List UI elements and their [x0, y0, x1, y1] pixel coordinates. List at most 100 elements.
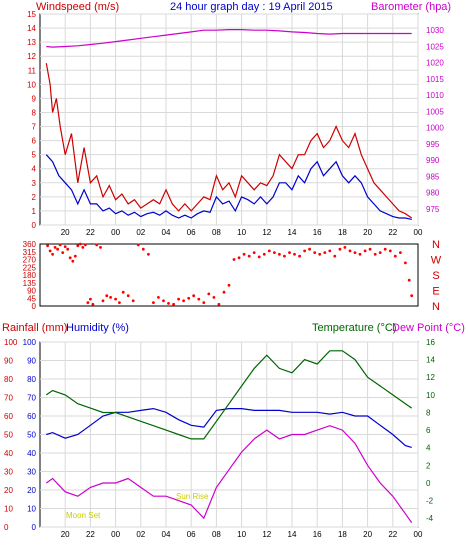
wind-direction-point	[73, 254, 77, 258]
wind-direction-point	[136, 243, 140, 247]
sun-rise-annotation: Sun Rise	[176, 492, 209, 501]
rainfall-tick-label: 0	[4, 523, 9, 532]
temp-x-tick-label: 06	[187, 530, 196, 539]
temp-x-tick-label: 16	[313, 530, 322, 539]
humidity-tick-label: 80	[27, 375, 36, 384]
wind-direction-point	[293, 252, 296, 256]
wind-direction-point	[288, 251, 291, 255]
wind-direction-point	[358, 252, 362, 256]
wind-direction-point	[378, 251, 382, 255]
windspeed-axis-label: Windspeed (m/s)	[36, 1, 119, 13]
wind-x-tick-label: 18	[338, 228, 347, 237]
wind-direction-point	[333, 254, 337, 258]
windspeed-tick-label: 2	[32, 193, 37, 202]
wind-direction-point	[95, 243, 99, 247]
wind-x-tick-label: 06	[187, 228, 196, 237]
wind-direction-point	[46, 244, 49, 248]
wind-x-tick-label: 02	[136, 228, 145, 237]
windspeed-series-line	[45, 63, 413, 219]
rainfall-tick-label: 90	[4, 357, 13, 366]
direction-tick-label: 0	[32, 302, 37, 311]
barometer-tick-label: 995	[426, 140, 440, 149]
humidity-tick-label: 30	[27, 468, 36, 477]
wind-direction-point	[373, 252, 377, 256]
wind-x-tick-label: 22	[86, 228, 95, 237]
wind-direction-point	[404, 261, 407, 265]
humidity-series-line	[46, 407, 412, 448]
direction-tick-label: 45	[27, 294, 36, 303]
humidity-tick-label: 0	[32, 523, 37, 532]
wind-direction-point	[283, 254, 286, 258]
windspeed-tick-label: 11	[28, 66, 37, 75]
wind-direction-point	[298, 254, 301, 258]
wind-direction-point	[308, 247, 311, 251]
wind-direction-point	[167, 302, 170, 305]
wind-direction-point	[89, 297, 92, 301]
temperature-tick-label: 4	[426, 444, 431, 453]
wind-x-tick-label: 10	[237, 228, 246, 237]
wind-direction-point	[48, 249, 52, 253]
rainfall-axis-label: Rainfall (mm)	[2, 322, 67, 334]
rainfall-tick-label: 10	[4, 505, 13, 514]
windspeed-tick-label: 0	[32, 221, 37, 230]
wind-direction-point	[353, 251, 357, 255]
temp-x-tick-label: 00	[414, 530, 423, 539]
wind-direction-point	[76, 244, 80, 248]
compass-label: W	[431, 255, 442, 267]
wind-direction-point	[257, 255, 261, 259]
humidity-tick-label: 10	[27, 505, 36, 514]
barometer-tick-label: 985	[426, 172, 440, 181]
temp-x-tick-label: 02	[136, 530, 145, 539]
barometer-series-line	[46, 29, 412, 48]
humidity-tick-label: 70	[27, 394, 36, 403]
temperature-tick-label: 8	[426, 408, 431, 417]
wind-direction-point	[71, 259, 75, 263]
temperature-tick-label: 10	[426, 391, 435, 400]
wind-direction-point	[187, 296, 191, 300]
barometer-tick-label: 1000	[426, 124, 444, 133]
wind-direction-point	[313, 251, 317, 255]
wind-direction-point	[61, 251, 65, 255]
wind-direction-point	[152, 301, 155, 304]
wind-direction-point	[101, 299, 105, 303]
wind-direction-point	[131, 299, 135, 303]
wind-direction-point	[383, 247, 387, 251]
wind-direction-point	[252, 251, 256, 255]
wind-direction-point	[51, 252, 54, 256]
temperature-tick-label: 16	[426, 338, 435, 347]
wind-direction-point	[303, 249, 306, 253]
barometer-tick-label: 1030	[426, 26, 444, 35]
wind-direction-point	[63, 245, 67, 249]
wind-direction-point	[172, 302, 176, 306]
wind-direction-point	[141, 247, 145, 251]
wind-direction-point	[84, 243, 87, 247]
barometer-tick-label: 975	[426, 205, 440, 214]
temperature-tick-label: 6	[426, 426, 431, 435]
barometer-tick-label: 1005	[426, 107, 444, 116]
direction-tick-label: 180	[23, 271, 37, 280]
wind-x-tick-label: 14	[288, 228, 297, 237]
temp-x-tick-label: 04	[162, 530, 171, 539]
rainfall-tick-label: 20	[4, 486, 13, 495]
wind-direction-point	[399, 251, 402, 255]
wind-direction-point	[393, 254, 397, 258]
wind-direction-point	[368, 247, 372, 251]
humidity-axis-label: Humidity (%)	[66, 322, 129, 334]
temperature-tick-label: 14	[426, 356, 435, 365]
wind-x-tick-label: 08	[212, 228, 221, 237]
barometer-tick-label: 1010	[426, 91, 444, 100]
humidity-tick-label: 60	[27, 412, 36, 421]
temperature-tick-label: -2	[426, 497, 434, 506]
temp-x-tick-label: 00	[111, 530, 120, 539]
wind-direction-point	[278, 252, 281, 256]
wind-direction-point	[348, 249, 352, 253]
wind-direction-point	[182, 299, 186, 303]
wind-direction-point	[363, 249, 367, 253]
humidity-tick-label: 20	[27, 486, 36, 495]
wind-direction-point	[262, 252, 266, 256]
wind-direction-point	[207, 292, 211, 296]
direction-tick-label: 90	[27, 287, 36, 296]
direction-tick-label: 135	[23, 279, 37, 288]
wind-direction-point	[99, 246, 102, 249]
